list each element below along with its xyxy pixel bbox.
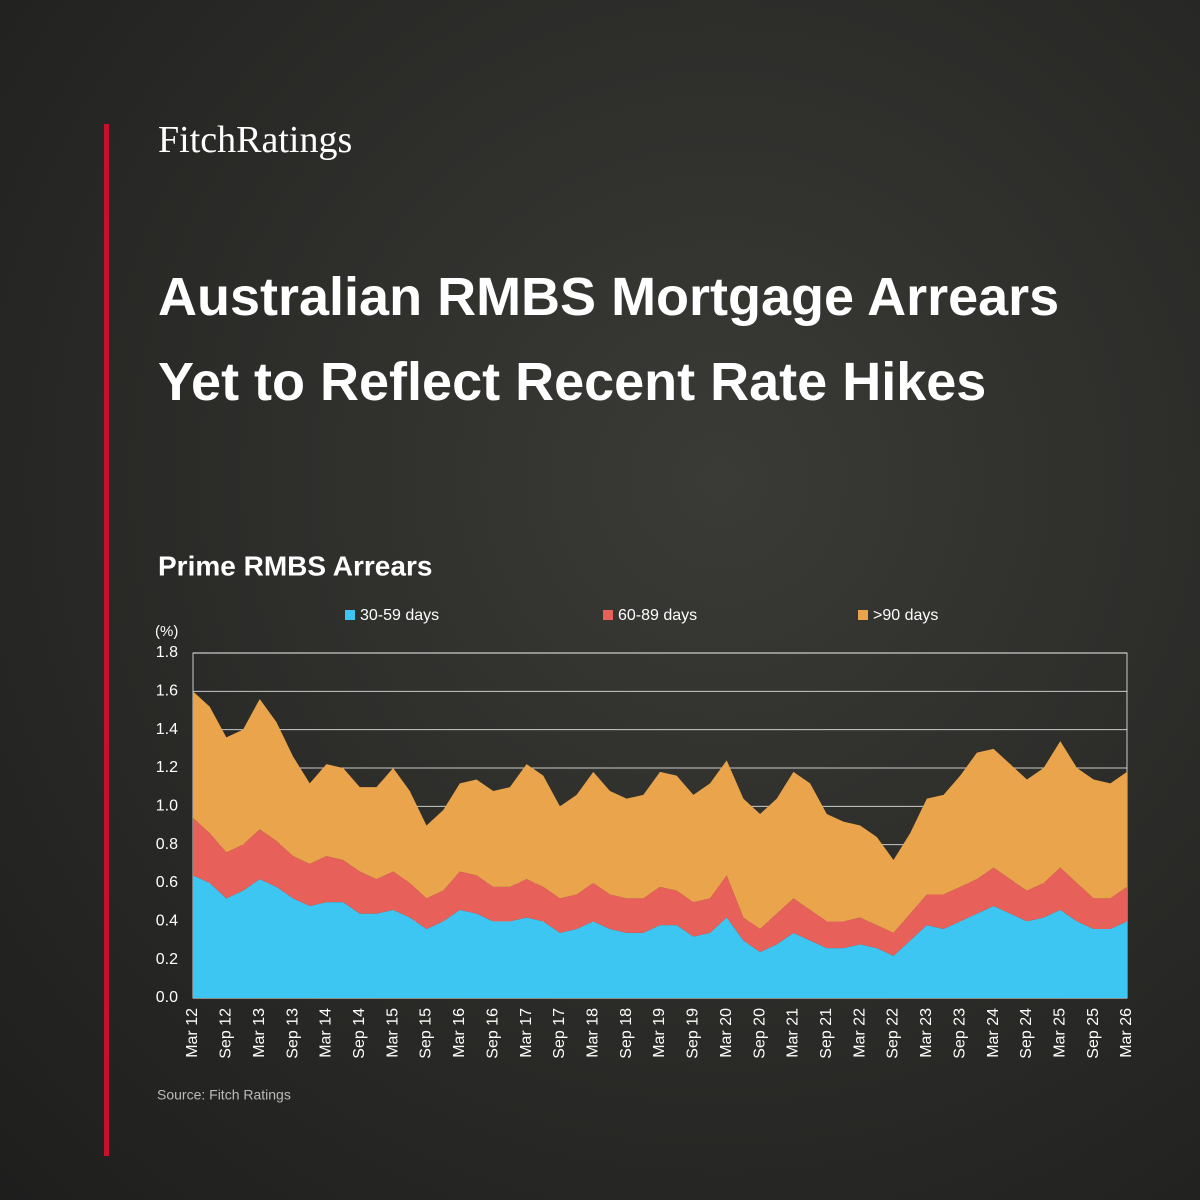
x-tick-label: Sep 12 bbox=[218, 1008, 235, 1059]
legend-label: >90 days bbox=[873, 607, 938, 624]
x-tick-label: Sep 25 bbox=[1085, 1008, 1102, 1059]
x-tick-label: Sep 22 bbox=[885, 1008, 902, 1059]
y-tick-label: 1.2 bbox=[156, 759, 178, 776]
y-tick-label: 1.8 bbox=[156, 644, 178, 661]
x-tick-label: Mar 22 bbox=[851, 1008, 868, 1058]
area bbox=[193, 691, 1127, 933]
headline: Australian RMBS Mortgage Arrears Yet to … bbox=[158, 267, 1060, 412]
legend-swatch bbox=[345, 610, 355, 620]
y-tick-label: 0.2 bbox=[156, 951, 178, 968]
y-tick-label: 0.6 bbox=[156, 874, 178, 891]
x-tick-label: Mar 20 bbox=[718, 1008, 735, 1058]
x-tick-label: Mar 21 bbox=[785, 1008, 802, 1058]
y-tick-label: 0.4 bbox=[156, 913, 178, 930]
x-tick-label: Sep 17 bbox=[551, 1008, 568, 1059]
legend-swatch bbox=[603, 610, 613, 620]
x-tick-label: Mar 14 bbox=[318, 1008, 335, 1058]
x-tick-label: Mar 17 bbox=[518, 1008, 535, 1058]
x-tick-label: Mar 16 bbox=[451, 1008, 468, 1058]
x-tick-label: Mar 15 bbox=[384, 1008, 401, 1058]
y-tick-label: 0.8 bbox=[156, 836, 178, 853]
y-unit: (%) bbox=[155, 623, 178, 640]
x-tick-label: Mar 18 bbox=[585, 1008, 602, 1058]
area bbox=[193, 875, 1127, 998]
y-tick-label: 1.4 bbox=[156, 721, 178, 738]
x-tick-label: Sep 13 bbox=[284, 1008, 301, 1059]
x-tick-label: Mar 13 bbox=[251, 1008, 268, 1058]
x-tick-label: Sep 19 bbox=[685, 1008, 702, 1059]
chart-title: Prime RMBS Arrears bbox=[158, 550, 432, 581]
x-tick-label: Mar 26 bbox=[1118, 1008, 1135, 1058]
brand: FitchRatings bbox=[158, 119, 353, 161]
x-tick-label: Mar 24 bbox=[985, 1008, 1002, 1058]
x-tick-label: Sep 24 bbox=[1018, 1008, 1035, 1059]
legend-label: 30-59 days bbox=[360, 607, 439, 624]
y-tick-label: 1.0 bbox=[156, 798, 178, 815]
source: Source: Fitch Ratings bbox=[157, 1087, 291, 1103]
legend-swatch bbox=[858, 610, 868, 620]
y-tick-label: 1.6 bbox=[156, 683, 178, 700]
legend-label: 60-89 days bbox=[618, 607, 697, 624]
x-tick-label: Mar 23 bbox=[918, 1008, 935, 1058]
x-tick-label: Mar 25 bbox=[1052, 1008, 1069, 1058]
x-tick-label: Sep 15 bbox=[418, 1008, 435, 1059]
x-tick-label: Mar 19 bbox=[651, 1008, 668, 1058]
x-tick-label: Sep 14 bbox=[351, 1008, 368, 1059]
x-tick-label: Sep 23 bbox=[951, 1008, 968, 1059]
x-tick-label: Mar 12 bbox=[184, 1008, 201, 1058]
accent-bar bbox=[104, 124, 109, 1156]
x-tick-label: Sep 21 bbox=[818, 1008, 835, 1059]
x-tick-label: Sep 16 bbox=[484, 1008, 501, 1059]
x-tick-label: Sep 18 bbox=[618, 1008, 635, 1059]
y-tick-label: 0.0 bbox=[156, 989, 178, 1006]
x-tick-label: Sep 20 bbox=[751, 1008, 768, 1059]
